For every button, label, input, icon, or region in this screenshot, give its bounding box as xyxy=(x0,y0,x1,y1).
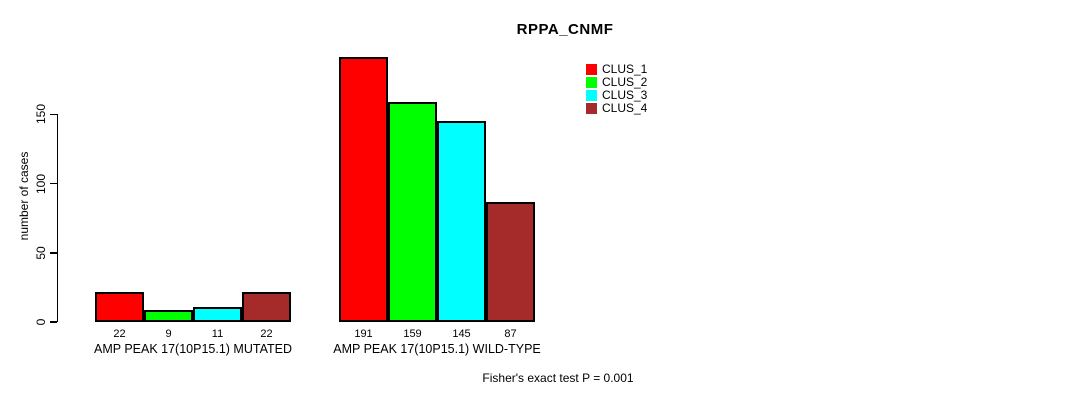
bar-value-label: 145 xyxy=(452,328,471,340)
legend-row: CLUS_2 xyxy=(586,76,647,89)
y-axis-tick-label: 50 xyxy=(34,246,48,260)
x-axis-group-label: AMP PEAK 17(10P15.1) MUTATED xyxy=(94,342,292,356)
bar-clus_3 xyxy=(437,121,486,322)
bar-value-label: 159 xyxy=(403,328,422,340)
chart-legend: CLUS_1 CLUS_2 CLUS_3 CLUS_4 xyxy=(586,63,647,115)
y-axis-tick xyxy=(49,321,57,323)
bar-clus_2 xyxy=(388,101,437,322)
y-axis-tick-label: 0 xyxy=(34,318,48,326)
bar-value-label: 22 xyxy=(260,328,273,340)
legend-swatch-icon xyxy=(586,103,597,114)
bar-value-label: 87 xyxy=(504,328,517,340)
stat-test-caption: Fisher's exact test P = 0.001 xyxy=(482,371,634,385)
legend-row: CLUS_4 xyxy=(586,102,647,115)
chart-title: RPPA_CNMF xyxy=(516,21,614,38)
y-axis-tick xyxy=(49,182,57,185)
bar-clus_1 xyxy=(95,291,144,322)
bar-value-label: 9 xyxy=(165,328,172,340)
legend-row: CLUS_1 xyxy=(586,63,647,76)
y-axis-tick xyxy=(49,113,57,115)
bar-value-label: 191 xyxy=(354,328,373,340)
bar-clus_4 xyxy=(242,291,291,322)
y-axis-line xyxy=(56,114,58,322)
y-axis-tick-label: 150 xyxy=(34,104,48,125)
bar-clus_2 xyxy=(144,309,193,322)
legend-label: CLUS_3 xyxy=(602,88,648,102)
legend-swatch-icon xyxy=(586,64,597,75)
y-axis-tick-label: 100 xyxy=(34,173,48,194)
legend-label: CLUS_1 xyxy=(602,62,648,76)
legend-label: CLUS_4 xyxy=(602,101,648,115)
legend-label: CLUS_2 xyxy=(602,75,648,89)
bar-value-label: 11 xyxy=(211,328,224,340)
bar-value-label: 22 xyxy=(113,328,126,340)
legend-swatch-icon xyxy=(586,77,597,88)
bar-clus_4 xyxy=(486,201,535,322)
legend-row: CLUS_3 xyxy=(586,89,647,102)
bar-clus_3 xyxy=(193,306,242,322)
y-axis-label: number of cases xyxy=(17,151,31,241)
bar-clus_1 xyxy=(339,57,388,322)
y-axis-tick xyxy=(49,252,57,254)
x-axis-group-label: AMP PEAK 17(10P15.1) WILD-TYPE xyxy=(333,342,541,356)
legend-swatch-icon xyxy=(586,90,597,101)
